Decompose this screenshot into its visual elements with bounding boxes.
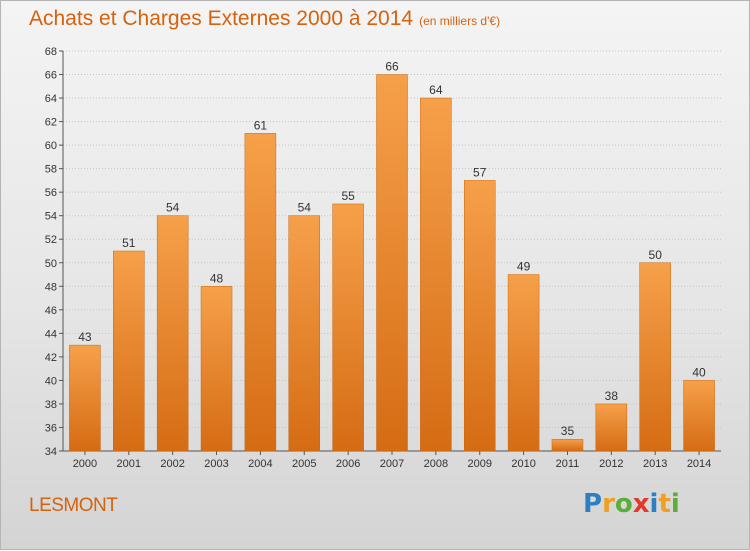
data-label-2002: 54 <box>166 201 180 215</box>
x-tick-label-2011: 2011 <box>556 458 580 470</box>
logo-letter: i <box>670 489 680 519</box>
bar-2003 <box>200 286 233 452</box>
x-tick-label-2008: 2008 <box>424 458 448 470</box>
data-label-2008: 64 <box>429 83 443 97</box>
x-tick-label-2005: 2005 <box>292 458 316 470</box>
bar-2002 <box>156 215 189 452</box>
logo-letter: i <box>649 489 659 519</box>
x-tick-label-2006: 2006 <box>336 458 360 470</box>
chart-subtitle: (en milliers d'€) <box>419 14 501 28</box>
chart-title: Achats et Charges Externes 2000 à 2014 (e… <box>29 7 500 31</box>
x-tick-label-2014: 2014 <box>687 458 711 470</box>
y-tick-label: 60 <box>45 140 57 152</box>
y-tick-label: 34 <box>45 446 57 458</box>
x-tick-label-2004: 2004 <box>248 458 272 470</box>
bar-2001 <box>113 250 145 452</box>
data-label-2000: 43 <box>78 330 92 344</box>
x-tick-label-2012: 2012 <box>599 458 623 470</box>
y-tick-label: 52 <box>45 234 57 246</box>
logo-letter: r <box>602 489 615 519</box>
axes: 34 36 38 40 42 44 46 48 50 52 54 56 58 60 62 64 66 68 2000… <box>45 46 721 470</box>
y-tick-label: 38 <box>45 399 57 411</box>
y-tick-label: 36 <box>45 422 57 434</box>
bar-2013 <box>639 262 671 452</box>
proxiti-logo: Proxiti <box>583 489 680 519</box>
bar-2010 <box>507 274 540 452</box>
y-tick-label: 46 <box>45 305 57 317</box>
bar-2006 <box>332 203 364 452</box>
data-labels: 43 51 54 48 61 54 55 66 64 57 49 35 38 50 40 <box>78 60 706 439</box>
y-tick-label: 42 <box>45 352 57 364</box>
bar-2011 <box>551 438 584 452</box>
data-label-2012: 38 <box>605 389 619 403</box>
x-tick-label-2002: 2002 <box>160 458 184 470</box>
bar-2008 <box>420 97 452 452</box>
data-label-2004: 61 <box>254 118 268 132</box>
logo-letter: x <box>632 489 650 519</box>
data-label-2007: 66 <box>385 60 399 74</box>
bars <box>69 74 715 452</box>
x-tick-label-2013: 2013 <box>643 458 667 470</box>
x-tick-label-2001: 2001 <box>117 458 141 470</box>
bar-2005 <box>288 215 321 452</box>
x-tick-label-2007: 2007 <box>380 458 404 470</box>
logo-letter: P <box>583 489 603 519</box>
y-tick-label: 66 <box>45 70 57 82</box>
y-tick-label: 64 <box>45 93 57 105</box>
x-tick-label-2003: 2003 <box>204 458 228 470</box>
y-tick-label: 68 <box>45 46 57 58</box>
location-label: LESMONT <box>29 495 118 516</box>
bar-2000 <box>69 344 101 452</box>
data-label-2003: 48 <box>210 271 224 285</box>
data-label-2013: 50 <box>649 248 663 262</box>
y-tick-label: 62 <box>45 117 57 129</box>
y-tick-label: 44 <box>45 328 57 340</box>
logo-letter: o <box>614 489 633 519</box>
data-label-2010: 49 <box>517 260 531 274</box>
bar-2007 <box>376 74 408 452</box>
x-tick-label-2009: 2009 <box>467 458 491 470</box>
chart-title-text: Achats et Charges Externes 2000 à 2014 <box>29 7 414 30</box>
y-tick-label: 58 <box>45 164 57 176</box>
y-tick-label: 40 <box>45 375 57 387</box>
y-tick-label: 54 <box>45 211 57 223</box>
x-tick-label-2010: 2010 <box>511 458 535 470</box>
y-tick-label: 48 <box>45 281 57 293</box>
x-tick-label-2000: 2000 <box>73 458 97 470</box>
data-label-2014: 40 <box>692 365 706 379</box>
data-label-2001: 51 <box>122 236 136 250</box>
logo-letter: t <box>658 489 671 519</box>
bar-2014 <box>683 380 715 452</box>
bar-2009 <box>463 180 496 452</box>
y-tick-label: 56 <box>45 187 57 199</box>
bar-2012 <box>595 403 628 452</box>
bar-2004 <box>244 133 277 452</box>
data-label-2006: 55 <box>341 189 355 203</box>
y-tick-label: 50 <box>45 258 57 270</box>
data-label-2011: 35 <box>561 424 575 438</box>
data-label-2009: 57 <box>473 165 487 179</box>
data-label-2005: 54 <box>298 201 312 215</box>
